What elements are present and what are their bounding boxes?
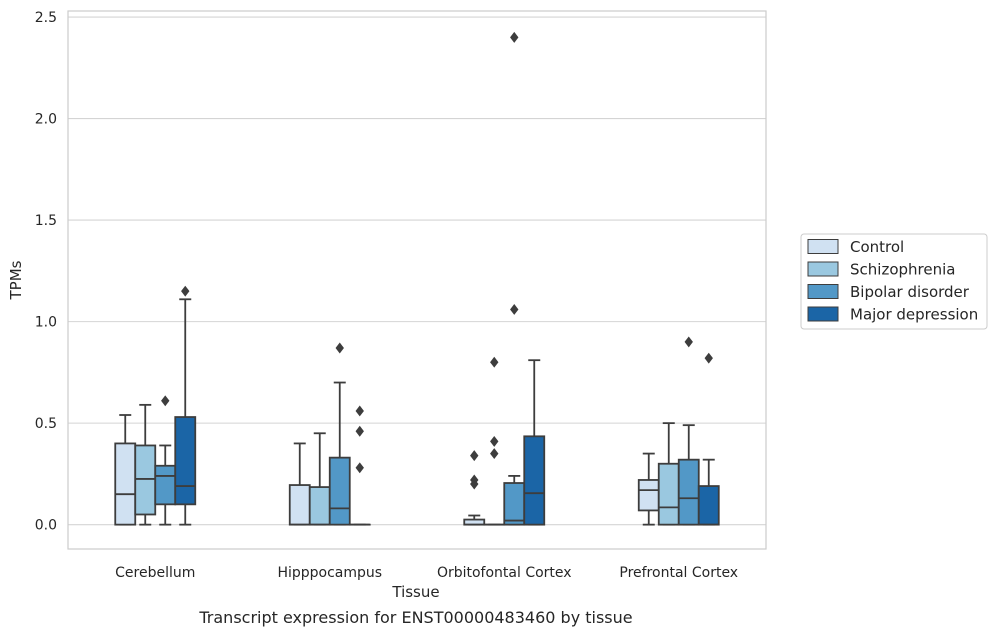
legend-swatch — [807, 284, 839, 299]
box-1-3 — [348, 405, 371, 526]
x-axis-ticks: Cerebellum Hipppocampus Orbitofontal Corte… — [115, 565, 738, 581]
legend-label: Schizophrenia — [850, 261, 955, 279]
legend-frame — [800, 233, 988, 330]
x-tick-label: Prefrontal Cortex — [619, 565, 738, 581]
y-axis-title: TPMs — [7, 260, 25, 300]
legend-label: Bipolar disorder — [850, 283, 970, 301]
box-1-1 — [308, 432, 331, 526]
y-axis-ticks: 0.0 0.5 1.0 1.5 2.0 2.5 — [35, 10, 57, 534]
legend: Control Schizophrenia Bipolar disorder Majo… — [800, 233, 988, 330]
outlier-point — [510, 31, 519, 43]
legend-swatch — [807, 239, 839, 254]
box-plots — [114, 31, 720, 526]
box-body — [154, 464, 177, 506]
box-body — [288, 484, 311, 526]
x-tick-label: Hipppocampus — [277, 565, 382, 581]
y-tick-label: 1.0 — [35, 315, 57, 331]
legend-label: Major depression — [850, 306, 978, 324]
box-3-3 — [697, 352, 720, 526]
outlier-point — [704, 352, 713, 364]
box-body — [114, 442, 137, 526]
box-body — [697, 485, 720, 526]
plot-area-frame — [67, 10, 767, 550]
box-3-1 — [657, 422, 680, 526]
x-tick-label: Cerebellum — [115, 565, 195, 581]
outlier-point — [490, 435, 499, 447]
box-body — [328, 456, 351, 526]
box-3-2 — [677, 336, 700, 526]
box-body — [523, 435, 546, 526]
box-body — [677, 458, 700, 526]
box-0-1 — [134, 403, 157, 526]
outlier-point — [355, 462, 364, 474]
grid-lines — [68, 16, 766, 526]
legend-label: Control — [850, 238, 904, 256]
box-3-0 — [637, 452, 660, 526]
outlier-point — [355, 425, 364, 437]
box-2-1 — [483, 356, 506, 526]
box-body — [174, 416, 197, 506]
box-0-2 — [154, 395, 177, 526]
y-tick-label: 2.5 — [35, 10, 57, 26]
x-tick-label: Orbitofontal Cortex — [437, 565, 572, 581]
legend-swatch — [807, 261, 839, 277]
box-2-2 — [503, 31, 526, 526]
outlier-point — [181, 285, 190, 297]
box-body — [134, 444, 157, 516]
y-tick-label: 0.5 — [35, 416, 57, 432]
box-0-3 — [174, 285, 197, 526]
chart-caption: Transcript expression for ENST0000048346… — [198, 608, 632, 627]
outlier-point — [490, 448, 499, 460]
outlier-point — [490, 356, 499, 368]
box-1-2 — [328, 342, 351, 526]
box-body — [503, 482, 526, 526]
box-body — [637, 479, 660, 512]
outlier-point — [510, 303, 519, 315]
outlier-point — [335, 342, 344, 354]
y-tick-label: 2.0 — [35, 112, 57, 128]
outlier-point — [470, 450, 479, 462]
outlier-point — [161, 395, 170, 407]
outlier-point — [470, 474, 479, 486]
box-2-3 — [523, 359, 546, 526]
x-axis-title: Tissue — [391, 583, 439, 601]
box-1-0 — [288, 442, 311, 526]
y-tick-label: 1.5 — [35, 213, 57, 229]
outlier-point — [355, 405, 364, 417]
box-2-0 — [463, 450, 486, 526]
outlier-point — [684, 336, 693, 348]
y-tick-label: 0.0 — [35, 518, 57, 534]
box-body — [308, 486, 331, 526]
legend-swatch — [807, 306, 839, 322]
box-0-0 — [114, 414, 137, 526]
box-body — [657, 462, 680, 526]
